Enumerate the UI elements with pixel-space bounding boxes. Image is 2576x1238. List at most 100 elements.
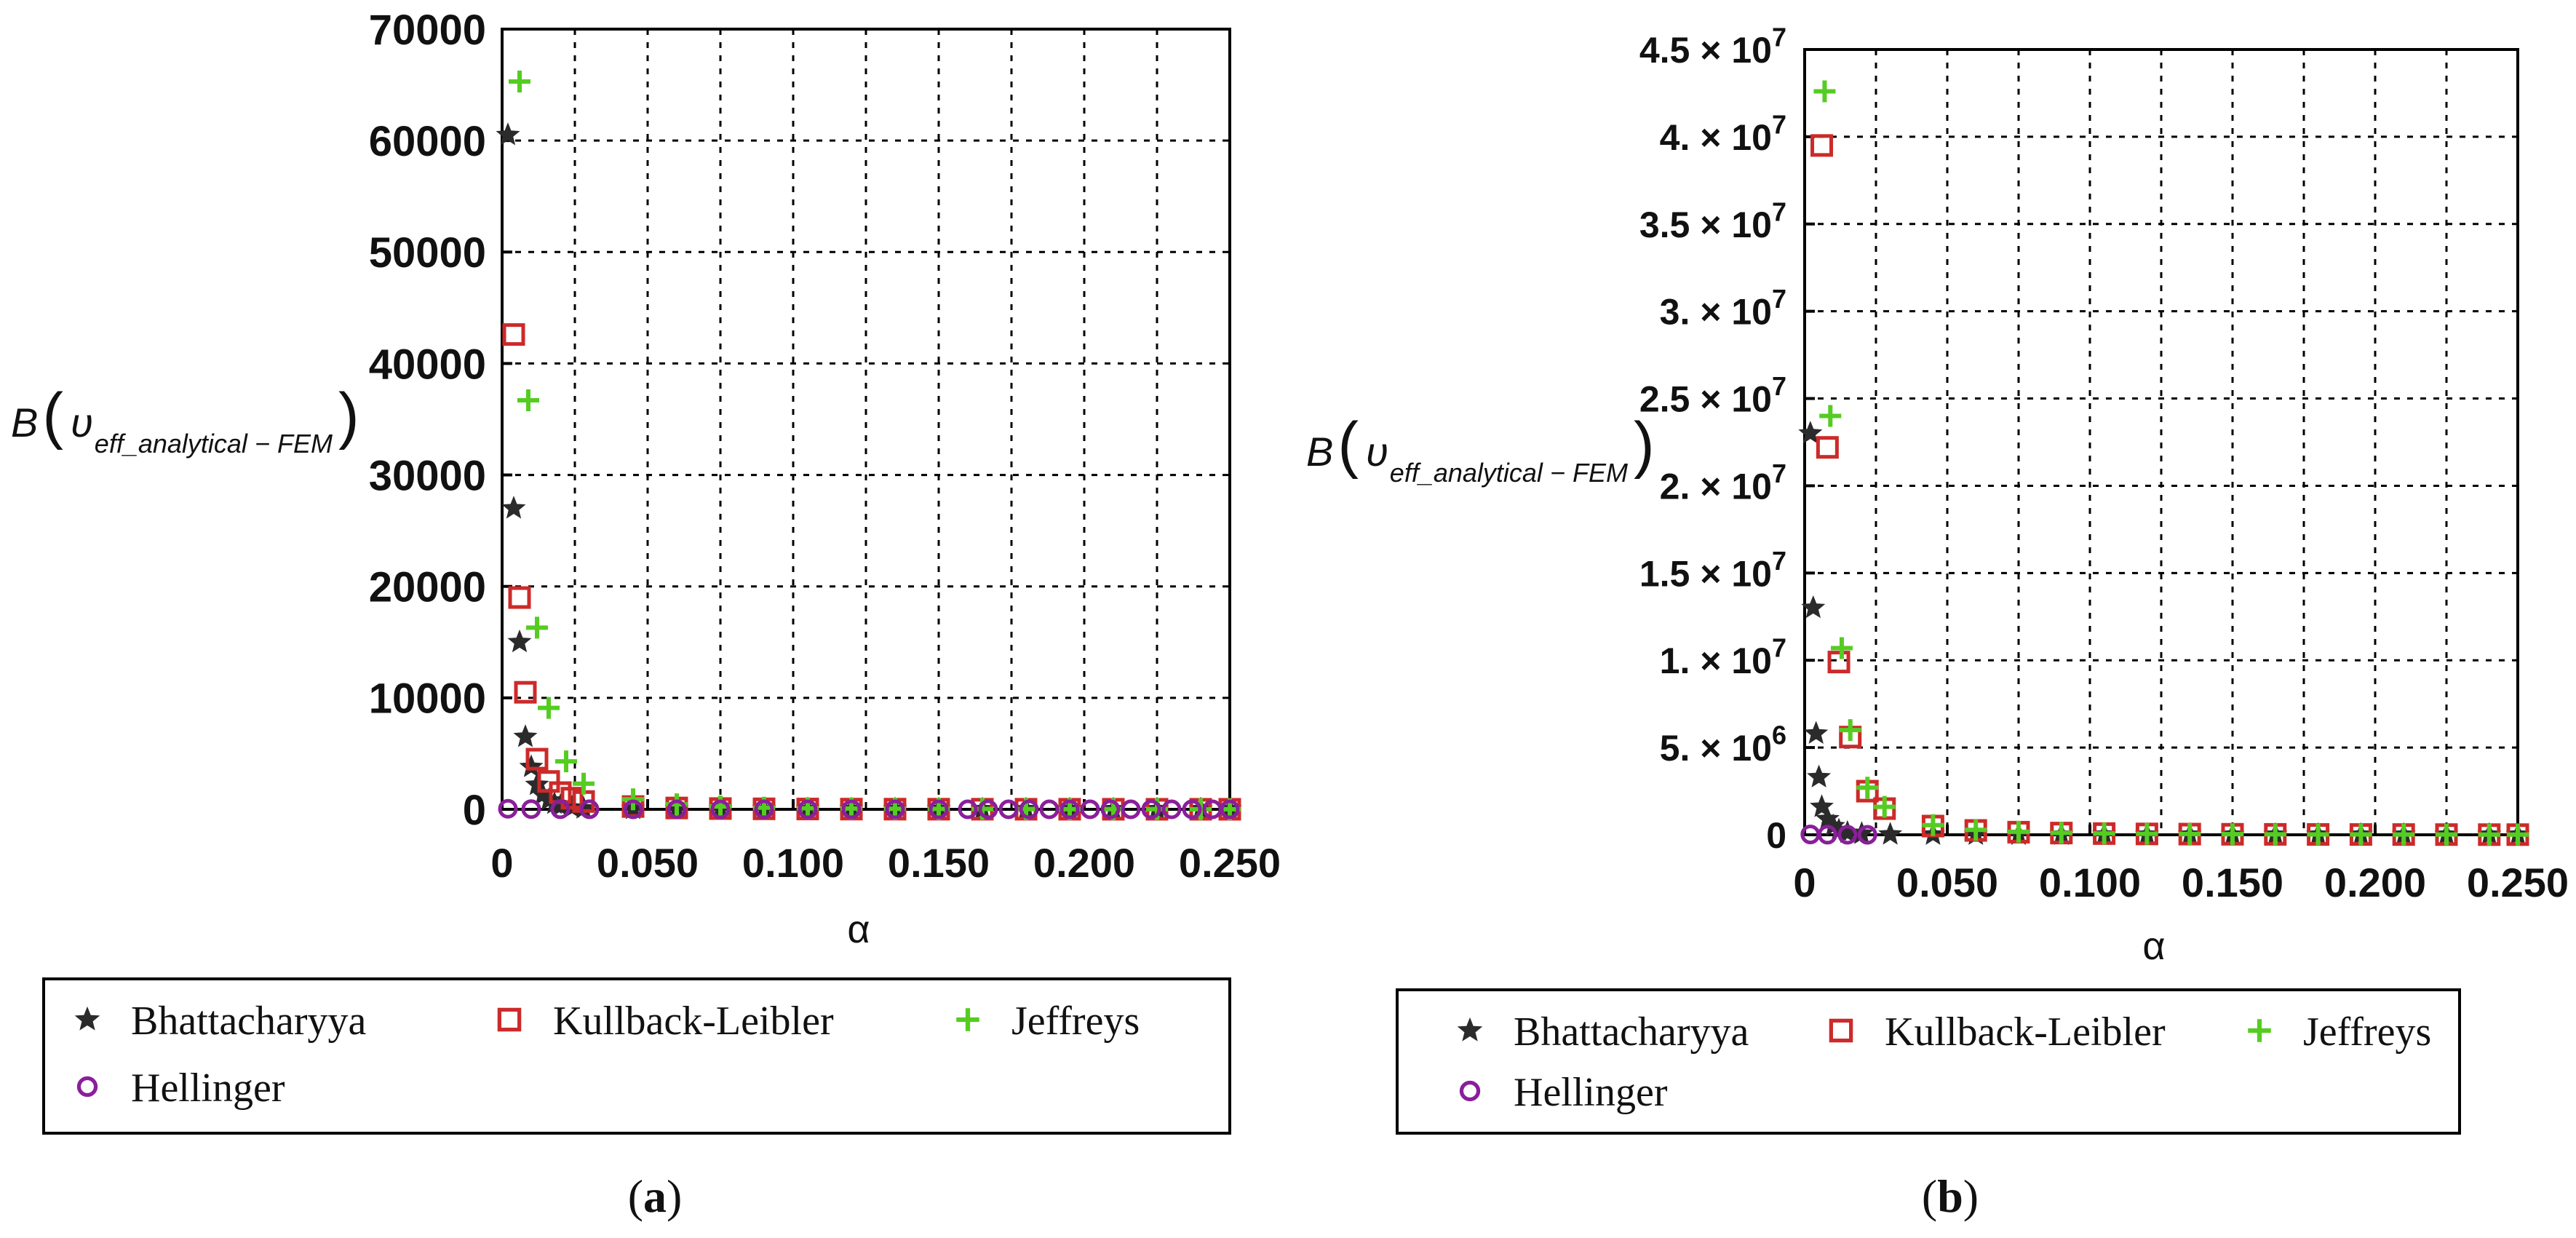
legend-marker [74, 1006, 100, 1031]
data-point [841, 799, 862, 820]
legend-label: Kullback-Leibler [1885, 1009, 2166, 1055]
y-tick-label: 10000 [369, 675, 486, 723]
legend-marker [956, 1008, 979, 1031]
legend-marker [76, 1076, 98, 1098]
y-tick-label: 2.5 × 107 [1639, 371, 1786, 420]
x-tick-label: 0 [1793, 860, 1816, 905]
data-point [517, 389, 539, 411]
panel-b: 0 0.050 0.100 0.150 0.200 0.250 0 5. × 106 1. × … [1306, 23, 2569, 1223]
legend-label: Hellinger [131, 1066, 285, 1111]
y-tick-label: 1. × 107 [1660, 633, 1786, 682]
x-tick-label: 0.150 [2182, 860, 2283, 905]
legend-marker [2248, 1019, 2271, 1042]
data-point [526, 616, 548, 639]
data-point [1837, 825, 1858, 845]
x-axis-label: α [847, 908, 870, 951]
legend-marker [1829, 1018, 1853, 1043]
x-tick-label: 0 [490, 840, 513, 886]
legend: Bhattacharyya Kullback-Leibler Jeffreys Hel… [42, 977, 1231, 1135]
legend-marker [1459, 1080, 1481, 1102]
data-point [2350, 823, 2372, 846]
data-point [555, 750, 577, 773]
legend: Bhattacharyya Kullback-Leibler Jeffreys Hel… [1396, 988, 2461, 1135]
data-point [1835, 820, 1860, 844]
y-tick-label: 4.5 × 107 [1639, 23, 1786, 71]
legend-label: Bhattacharyya [131, 999, 367, 1044]
data-point [573, 772, 595, 795]
legend-label: Jeffreys [2303, 1009, 2431, 1055]
data-point [1965, 819, 1987, 841]
legend-marker [497, 1007, 522, 1032]
data-point [1839, 719, 1861, 742]
y-tick-label: 70000 [369, 7, 486, 54]
data-point [2093, 822, 2115, 845]
y-tick-label: 50000 [369, 229, 486, 277]
data-point [958, 799, 978, 820]
series-hellinger [1800, 825, 1877, 845]
y-tick-label: 20000 [369, 564, 486, 611]
data-point [1827, 651, 1850, 674]
legend-item: Jeffreys [2248, 1009, 2431, 1055]
data-point [1856, 777, 1879, 799]
data-point [2136, 822, 2158, 845]
data-point [754, 799, 774, 820]
data-point [2179, 822, 2201, 845]
y-tick-label: 3.5 × 107 [1639, 197, 1786, 245]
y-tick-label: 5. × 106 [1660, 721, 1786, 769]
data-point [1922, 814, 1944, 836]
legend-item: Hellinger [76, 1066, 285, 1111]
data-point [1830, 637, 1853, 659]
data-point [1813, 80, 1836, 103]
data-point [498, 798, 518, 819]
data-point [509, 70, 530, 92]
y-tick-label: 60000 [369, 118, 486, 165]
data-point [1220, 799, 1240, 820]
legend-label: Bhattacharyya [1514, 1009, 1749, 1055]
data-point [507, 629, 532, 653]
x-tick-label: 0.050 [597, 840, 699, 886]
data-point [2393, 823, 2415, 846]
legend-item: Kullback-Leibler [497, 999, 834, 1044]
data-point [1141, 799, 1161, 820]
legend-marker [1457, 1017, 1483, 1041]
data-point [1801, 595, 1826, 619]
x-axis-label: α [2142, 924, 2165, 968]
legend-item: Kullback-Leibler [1829, 1009, 2166, 1055]
data-point [2507, 823, 2529, 846]
data-point [1873, 795, 1896, 818]
data-point [519, 754, 544, 777]
legend-label: Hellinger [1514, 1070, 1668, 1115]
x-tick-label: 0.250 [2467, 860, 2569, 905]
data-point [1121, 799, 1141, 820]
data-point [1019, 799, 1039, 820]
data-point [1810, 134, 1834, 157]
y-tick-label: 30000 [369, 452, 486, 499]
x-tick-label: 0.200 [1033, 840, 1135, 886]
series-jeffreys [1813, 80, 2529, 846]
data-point [1100, 799, 1121, 820]
data-point [525, 771, 549, 795]
series-hellinger [498, 798, 1240, 820]
data-point [998, 799, 1019, 820]
data-point [2222, 823, 2243, 846]
data-point [1878, 822, 1903, 845]
data-point [536, 787, 561, 811]
data-point [501, 496, 526, 519]
legend-item: Bhattacharyya [1457, 1009, 1749, 1055]
x-tick-label: 0.200 [2324, 860, 2426, 905]
panel-a: 0 0.050 0.100 0.150 0.200 0.250 0 10000 20000 300… [11, 7, 1281, 1222]
data-point [798, 799, 818, 820]
data-point [1807, 764, 1832, 787]
legend-label: Kullback-Leibler [553, 999, 834, 1044]
data-point [1819, 405, 1842, 427]
x-tick-label: 0.050 [1896, 860, 1998, 905]
y-tick-label: 1.5 × 107 [1639, 546, 1786, 595]
y-tick-label: 4. × 107 [1660, 109, 1786, 158]
data-point [885, 799, 905, 820]
data-point [2307, 823, 2329, 846]
legend-item: Bhattacharyya [74, 999, 367, 1044]
panel-label: (a) [628, 1170, 683, 1222]
data-point [2478, 823, 2500, 846]
data-point [2050, 822, 2072, 844]
y-tick-label: 0 [463, 787, 486, 834]
